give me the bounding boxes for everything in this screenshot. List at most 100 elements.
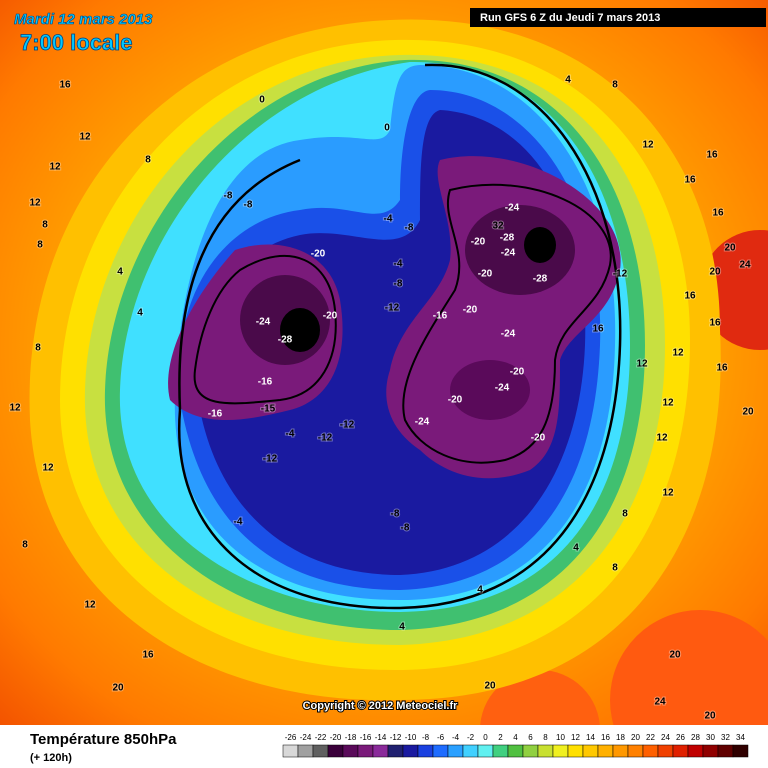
colorbar-swatch — [387, 744, 404, 758]
contour-label: 8 — [37, 240, 43, 251]
colorbar-label: -20 — [330, 733, 342, 742]
colorbar-label: 26 — [676, 733, 685, 742]
contour-label: -24 — [501, 329, 516, 340]
colorbar-label: 10 — [556, 733, 565, 742]
colorbar-swatch — [552, 744, 569, 758]
colorbar-label: -16 — [360, 733, 372, 742]
contour-label: -20 — [311, 249, 326, 260]
run-info: Run GFS 6 Z du Jeudi 7 mars 2013 — [480, 12, 660, 24]
contour-label: 16 — [59, 80, 71, 91]
contour-label: 8 — [612, 80, 618, 91]
contour-label: 16 — [592, 324, 604, 335]
contour-label: 12 — [642, 140, 654, 151]
contour-label: 20 — [112, 683, 124, 694]
lead-time: (+ 120h) — [30, 752, 72, 764]
colorbar-swatch — [657, 744, 674, 758]
colorbar-label: -18 — [345, 733, 357, 742]
contour-label: -8 — [394, 279, 403, 290]
contour-label: 8 — [145, 155, 151, 166]
contour-label: -8 — [244, 200, 253, 211]
colorbar-swatch — [672, 744, 689, 758]
contour-label: 8 — [622, 509, 628, 520]
contour-label: 16 — [684, 175, 696, 186]
contour-label: -24 — [501, 248, 516, 259]
contour-label: -16 — [433, 311, 448, 322]
colorbar-label: 18 — [616, 733, 625, 742]
contour-label: -20 — [478, 269, 493, 280]
contour-label: -24 — [415, 417, 430, 428]
colorbar-swatch — [582, 744, 599, 758]
colorbar-label: -6 — [437, 733, 445, 742]
contour-label: -8 — [391, 509, 400, 520]
contour-label: 12 — [29, 198, 41, 209]
colorbar-swatch — [402, 744, 419, 758]
contour-label: 20 — [704, 711, 716, 722]
contour-label: -4 — [384, 214, 393, 225]
contour-label: 16 — [684, 291, 696, 302]
colorbar-swatch — [372, 744, 389, 758]
contour-label: -16 — [208, 409, 223, 420]
contour-label: -28 — [533, 274, 548, 285]
contour-label: 20 — [742, 407, 754, 418]
colorbar-label: 20 — [631, 733, 640, 742]
contour-label: -24 — [505, 203, 520, 214]
contour-label: 12 — [656, 433, 668, 444]
contour-label: 16 — [712, 208, 724, 219]
colorbar-swatch — [312, 744, 329, 758]
contour-label: 4 — [477, 585, 483, 596]
contour-label: -4 — [286, 429, 295, 440]
colorbar-swatch — [567, 744, 584, 758]
contour-label: -8 — [224, 191, 233, 202]
contour-label: -12 — [340, 420, 355, 431]
colorbar-label: 0 — [483, 733, 488, 742]
copyright: Copyright © 2012 Meteociel.fr — [303, 700, 459, 712]
contour-label: 12 — [79, 132, 91, 143]
contour-label: -8 — [401, 523, 410, 534]
colorbar-label: 30 — [706, 733, 715, 742]
contour-label: 20 — [709, 267, 721, 278]
colorbar-swatch — [417, 744, 434, 758]
contour-label: 12 — [672, 348, 684, 359]
contour-label: 12 — [9, 403, 21, 414]
contour-label: -4 — [234, 517, 243, 528]
contour-label: -20 — [448, 395, 463, 406]
contour-label: 8 — [612, 563, 618, 574]
colorbar-label: -22 — [315, 733, 327, 742]
contour-label: -28 — [500, 233, 515, 244]
contour-label: 20 — [724, 243, 736, 254]
contour-label: 16 — [706, 150, 718, 161]
colorbar-label: 28 — [691, 733, 700, 742]
colorbar-label: 2 — [498, 733, 503, 742]
colorbar-label: 24 — [661, 733, 670, 742]
contour-label: 20 — [484, 681, 496, 692]
contour-label: -20 — [531, 433, 546, 444]
colorbar-label: -10 — [405, 733, 417, 742]
colorbar-swatch — [477, 744, 494, 758]
colorbar-swatch — [642, 744, 659, 758]
contour-label: -15 — [261, 404, 276, 415]
contour-label: -12 — [613, 269, 628, 280]
contour-label: -20 — [463, 305, 478, 316]
colorbar-swatch — [627, 744, 644, 758]
contour-label: 12 — [42, 463, 54, 474]
colorbar-swatch — [507, 744, 524, 758]
colorbar-label: -12 — [390, 733, 402, 742]
contour-label: -4 — [394, 259, 403, 270]
colorbar-label: 14 — [586, 733, 595, 742]
colorbar-swatch — [462, 744, 479, 758]
colorbar-swatch — [282, 744, 299, 758]
colorbar-swatch — [432, 744, 449, 758]
colorbar-label: 16 — [601, 733, 610, 742]
colorbar-swatch — [687, 744, 704, 758]
colorbar-swatch — [522, 744, 539, 758]
colorbar-swatch — [732, 744, 749, 758]
contour-label: 16 — [716, 363, 728, 374]
contour-label: -20 — [510, 367, 525, 378]
colorbar-swatch — [537, 744, 554, 758]
colorbar-swatch — [327, 744, 344, 758]
contour-label: 24 — [739, 260, 751, 271]
contour-label: 12 — [636, 359, 648, 370]
contour-label: 16 — [142, 650, 154, 661]
